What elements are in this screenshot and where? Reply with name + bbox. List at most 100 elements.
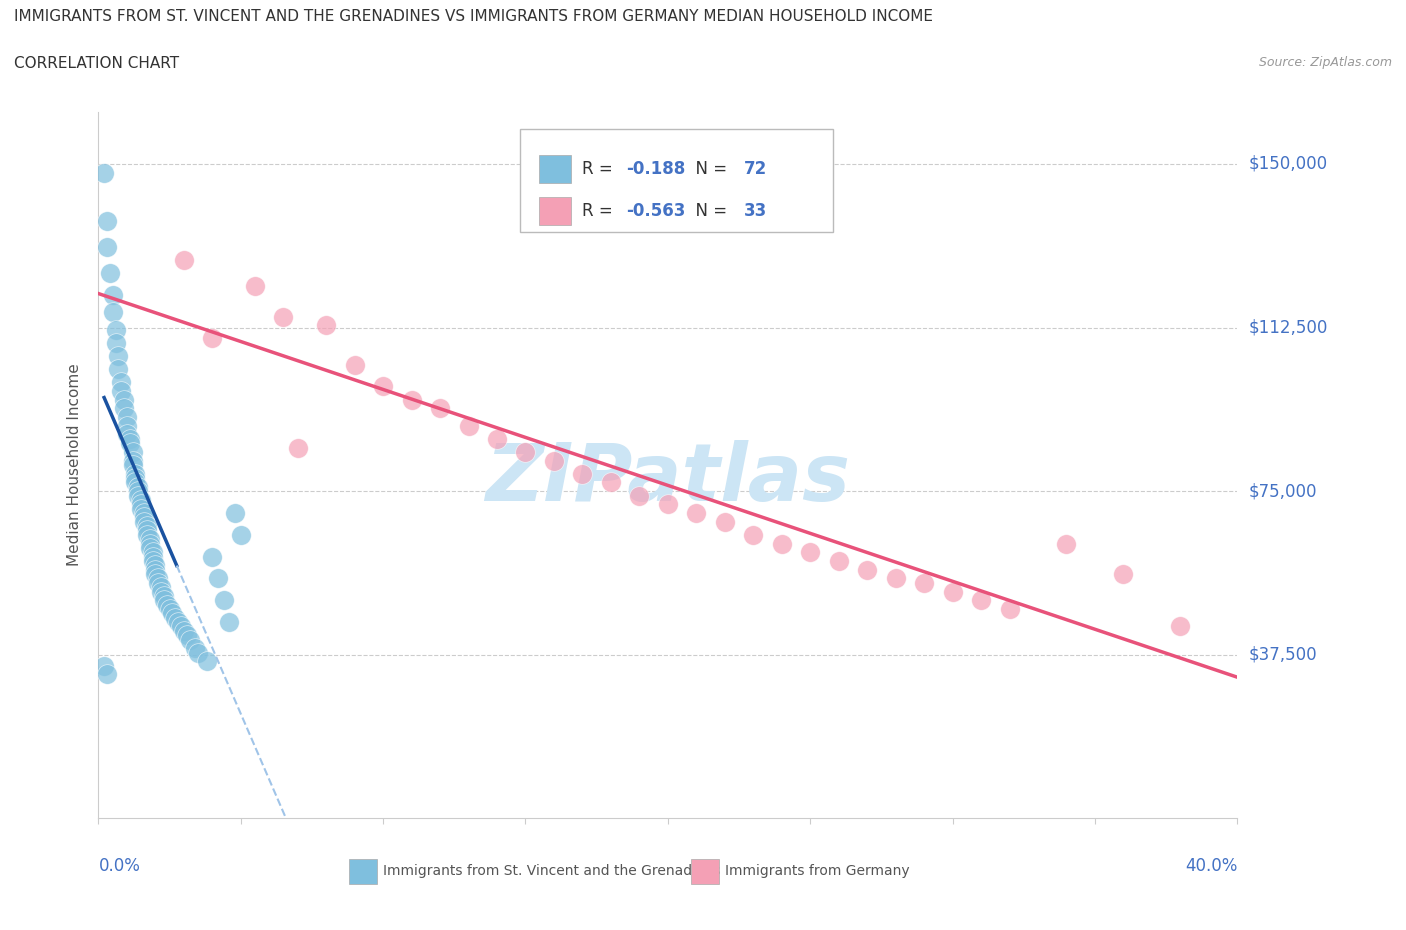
Point (998, 602, 1021, 617)
Text: 72: 72 (744, 160, 768, 178)
Point (195, 654, 218, 669)
Point (118, 436, 141, 451)
Point (150, 584, 173, 599)
Point (115, 409, 138, 424)
Point (112, 392, 135, 407)
Point (229, 527, 252, 542)
Point (373, 379, 395, 394)
Point (112, 401, 135, 416)
Point (187, 645, 209, 660)
Point (127, 484, 149, 498)
Point (201, 331, 224, 346)
Text: $150,000: $150,000 (1249, 155, 1327, 173)
Point (129, 501, 152, 516)
Point (212, 592, 235, 607)
Point (287, 440, 309, 455)
Point (121, 453, 143, 468)
Text: Source: ZipAtlas.com: Source: ZipAtlas.com (1258, 56, 1392, 69)
Point (138, 540, 160, 555)
Point (218, 615, 240, 630)
Point (714, 514, 737, 529)
Point (96, 239, 118, 254)
FancyBboxPatch shape (520, 129, 832, 232)
Point (110, 375, 132, 390)
Point (141, 553, 163, 568)
Point (273, 309, 295, 324)
Point (179, 632, 201, 647)
Point (742, 527, 765, 542)
Point (159, 602, 181, 617)
Text: -0.563: -0.563 (626, 202, 685, 220)
Text: Immigrants from Germany: Immigrants from Germany (725, 864, 910, 879)
Point (107, 362, 129, 377)
Text: $75,000: $75,000 (1249, 482, 1317, 500)
FancyBboxPatch shape (538, 155, 571, 183)
Point (1170, 619, 1192, 634)
Text: 0.0%: 0.0% (98, 857, 141, 875)
Point (129, 493, 152, 508)
Point (104, 323, 127, 338)
Point (98, 266, 121, 281)
Point (145, 558, 167, 573)
Point (401, 392, 423, 407)
Point (129, 497, 152, 512)
Point (224, 506, 246, 521)
Point (153, 589, 176, 604)
Point (135, 523, 157, 538)
Point (184, 641, 207, 656)
Point (148, 576, 170, 591)
Point (799, 545, 821, 560)
Point (141, 545, 163, 560)
Point (1112, 566, 1135, 581)
Point (486, 432, 509, 446)
Point (156, 597, 179, 612)
Point (104, 336, 127, 351)
Point (600, 475, 623, 490)
Point (884, 571, 907, 586)
Point (912, 576, 935, 591)
Text: 33: 33 (744, 202, 768, 220)
Point (343, 357, 366, 372)
Point (115, 418, 138, 433)
Point (145, 563, 167, 578)
Point (167, 615, 190, 630)
Text: IMMIGRANTS FROM ST. VINCENT AND THE GRENADINES VS IMMIGRANTS FROM GERMANY MEDIAN: IMMIGRANTS FROM ST. VINCENT AND THE GREN… (14, 9, 934, 24)
Point (127, 488, 149, 503)
Point (93, 166, 115, 180)
Text: 40.0%: 40.0% (1185, 857, 1237, 875)
Text: R =: R = (582, 160, 619, 178)
Text: -0.188: -0.188 (626, 160, 685, 178)
Point (243, 279, 266, 294)
Point (770, 536, 793, 551)
Point (628, 488, 651, 503)
Point (132, 506, 155, 521)
Point (571, 466, 593, 481)
Point (107, 349, 129, 364)
Text: N =: N = (685, 160, 733, 178)
Text: $37,500: $37,500 (1249, 645, 1317, 664)
Point (135, 527, 157, 542)
Point (124, 471, 146, 485)
Point (124, 475, 146, 490)
Point (165, 610, 187, 625)
Point (173, 253, 195, 268)
Point (153, 592, 176, 607)
Point (207, 571, 229, 586)
Point (101, 287, 124, 302)
Point (96, 667, 118, 682)
Point (162, 606, 184, 621)
Point (657, 497, 679, 512)
Point (101, 305, 124, 320)
Point (96, 213, 118, 228)
Point (856, 563, 879, 578)
Point (315, 318, 337, 333)
Text: Immigrants from St. Vincent and the Grenadines: Immigrants from St. Vincent and the Gren… (382, 864, 720, 879)
Point (141, 550, 163, 565)
Point (127, 479, 149, 494)
Point (124, 466, 146, 481)
Point (515, 445, 537, 459)
Point (543, 453, 565, 468)
Point (138, 532, 160, 547)
Point (110, 383, 132, 398)
Point (132, 510, 155, 525)
